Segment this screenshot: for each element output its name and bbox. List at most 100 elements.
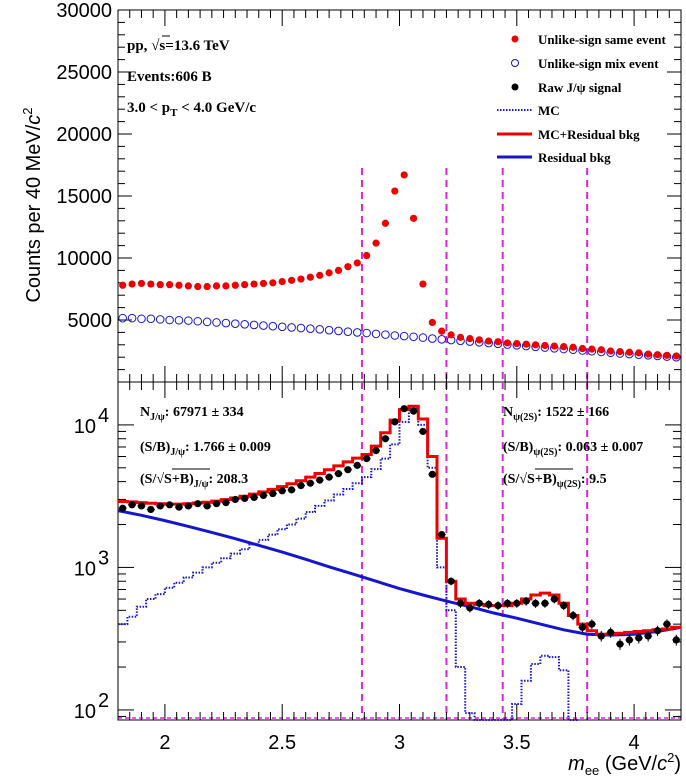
psi2s-sig-sqrt: √ (519, 472, 527, 487)
raw-signal-point (287, 486, 296, 494)
same-event-point (616, 348, 624, 356)
mix-event-point (324, 325, 334, 335)
legend-label-same-event: Unlike-sign same event (538, 32, 667, 47)
psi2s-yield-pre: N (503, 405, 513, 420)
psi2s-sig-rad: S+B) (527, 472, 557, 487)
mix-event-point (249, 320, 259, 330)
raw-signal-point (485, 600, 493, 609)
raw-signal-point (503, 599, 512, 607)
raw-signal-point (128, 501, 136, 509)
same-event-point (203, 282, 211, 291)
same-event-point (625, 348, 633, 356)
same-event-point (344, 263, 352, 271)
raw-signal-point (653, 627, 662, 635)
raw-signal-point (316, 476, 324, 484)
raw-signal-point (222, 498, 230, 507)
raw-signal-point (269, 489, 277, 498)
mix-event-point (230, 319, 240, 329)
info-line-1-pre: pp, (127, 38, 151, 54)
psi2s-sig-post: : 9.5 (581, 472, 607, 487)
same-event-point (635, 349, 643, 357)
same-event-point (522, 340, 530, 348)
x-axis-title-unit-c: c (657, 753, 667, 775)
x-tick-label: 3.5 (503, 732, 531, 754)
raw-signal-point (325, 473, 333, 481)
mix-event-point (418, 333, 428, 342)
mix-event-point (315, 325, 325, 334)
info-line-3: 3.0 < pT < 4.0 GeV/c (127, 100, 256, 119)
same-event-point (400, 171, 408, 179)
psi2s-sig-pre: (S/ (503, 472, 520, 487)
same-event-point (391, 187, 399, 195)
same-event-point (212, 282, 221, 290)
psi2s-sb: (S/B)ψ(2S): 0.063 ± 0.007 (503, 440, 643, 458)
same-event-point (334, 266, 343, 274)
raw-signal-point (156, 502, 164, 510)
mix-event-point (184, 316, 193, 325)
raw-signal-point (137, 502, 146, 510)
raw-signal-point (147, 505, 155, 514)
raw-signal-point (438, 530, 446, 539)
raw-signal-point (569, 611, 577, 620)
x-tick-label: 2.5 (268, 732, 296, 754)
same-event-point (137, 279, 146, 288)
x-axis-title: mee (GeV/c2) (568, 750, 681, 777)
mix-event-point (137, 314, 146, 324)
mix-event-point (334, 326, 343, 336)
residual-bkg-curve (117, 509, 682, 637)
jpsi-significance: (S/√S+B)J/ψ: 208.3 (140, 472, 248, 490)
top-series (118, 171, 681, 362)
top-y-tick-label: 30000 (56, 0, 112, 22)
mix-event-point (277, 322, 287, 332)
legend-label-mc-bkg: MC+Residual bkg (538, 127, 640, 142)
raw-signal-point (522, 597, 530, 605)
raw-signal-point (250, 493, 258, 501)
raw-signal-point (353, 461, 361, 469)
bottom-series (117, 404, 682, 721)
raw-signal-point (597, 632, 605, 640)
jpsi-yield-sub: J/ψ (150, 412, 165, 423)
jpsi-yield-pre: N (140, 405, 150, 420)
same-event-point (231, 281, 239, 289)
raw-signal-point (513, 599, 521, 607)
same-event-point (381, 219, 390, 227)
bottom-y-tick-label: 10 (74, 558, 96, 580)
same-event-point (184, 282, 192, 290)
jpsi-sig-post: : 208.3 (208, 472, 248, 487)
raw-signal-point (616, 640, 624, 648)
psi2s-annotations: Nψ(2S): 1522 ± 166 (S/B)ψ(2S): 0.063 ± 0… (503, 405, 643, 490)
same-event-point (428, 318, 436, 327)
same-event-point (513, 339, 521, 348)
info-line-2: Events:606 B (127, 69, 212, 85)
jpsi-sig-rad: S+B) (164, 472, 194, 487)
same-event-point (363, 251, 371, 260)
mix-event-point (174, 315, 184, 325)
raw-signal-point (550, 595, 558, 603)
info-line-1-sqrt: √s (151, 38, 165, 54)
mix-event-point (287, 323, 296, 332)
same-event-point (353, 259, 361, 267)
mix-event-point (118, 313, 127, 323)
x-tick-label: 2 (159, 732, 170, 754)
info-line-3-post: < 4.0 GeV/c (177, 100, 256, 116)
raw-signal-point (363, 455, 371, 463)
raw-signal-point (241, 494, 249, 502)
raw-signal-point (644, 632, 652, 640)
raw-signal-point (578, 623, 587, 631)
raw-signal-point (278, 487, 286, 495)
raw-signal-point (456, 599, 465, 607)
mix-event-point (155, 315, 165, 324)
same-event-point (550, 342, 558, 350)
same-event-point (241, 281, 249, 289)
same-event-point (672, 352, 680, 360)
raw-signal-point (625, 636, 633, 644)
same-event-point (438, 327, 446, 335)
jpsi-yield: NJ/ψ: 67971 ± 334 (140, 405, 244, 423)
info-line-3-pre: 3.0 < p (127, 100, 170, 116)
mix-event-point (259, 321, 268, 330)
same-event-point (531, 341, 540, 349)
raw-signal-point (409, 407, 418, 415)
top-info: pp, √s=13.6 TeV Events:606 B 3.0 < pT < … (127, 35, 256, 119)
same-event-point (222, 282, 230, 290)
raw-signal-point (175, 503, 183, 511)
